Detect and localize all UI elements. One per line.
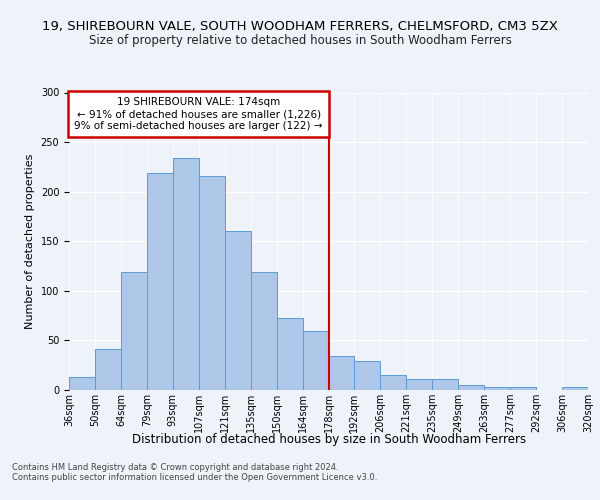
Bar [95, 350, 121, 390]
Bar [380, 375, 406, 390]
Bar [510, 387, 536, 390]
Text: 19 SHIREBOURN VALE: 174sqm
← 91% of detached houses are smaller (1,226)
9% of se: 19 SHIREBOURN VALE: 174sqm ← 91% of deta… [74, 98, 323, 130]
Bar [484, 387, 510, 390]
Text: Size of property relative to detached houses in South Woodham Ferrers: Size of property relative to detached ho… [89, 34, 511, 47]
Bar [173, 158, 199, 390]
Bar [355, 361, 380, 390]
Y-axis label: Number of detached properties: Number of detached properties [25, 154, 35, 329]
Text: Contains HM Land Registry data © Crown copyright and database right 2024.
Contai: Contains HM Land Registry data © Crown c… [12, 462, 377, 482]
Bar [199, 176, 224, 390]
Bar [302, 332, 329, 390]
Text: Distribution of detached houses by size in South Woodham Ferrers: Distribution of detached houses by size … [132, 432, 526, 446]
Bar [225, 232, 251, 390]
Bar [406, 379, 432, 390]
Bar [69, 377, 95, 390]
Bar [251, 272, 277, 390]
Bar [329, 356, 355, 390]
Bar [147, 173, 173, 390]
Bar [277, 318, 302, 390]
Text: 19, SHIREBOURN VALE, SOUTH WOODHAM FERRERS, CHELMSFORD, CM3 5ZX: 19, SHIREBOURN VALE, SOUTH WOODHAM FERRE… [42, 20, 558, 33]
Bar [458, 385, 484, 390]
Bar [121, 272, 147, 390]
Bar [562, 387, 588, 390]
Bar [433, 379, 458, 390]
